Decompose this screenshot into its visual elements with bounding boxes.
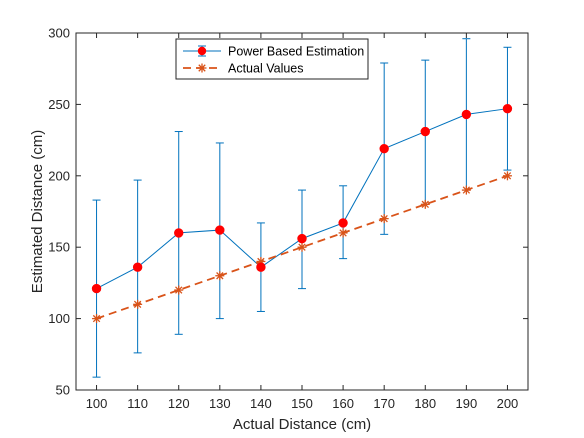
x-tick-label: 120 xyxy=(168,396,190,411)
legend-item-power-based-estimation: Power Based Estimation xyxy=(183,45,364,59)
data-point-actual-values xyxy=(379,214,389,224)
x-tick-label: 150 xyxy=(291,396,313,411)
data-point-actual-values xyxy=(338,228,348,238)
data-point-actual-values xyxy=(133,299,143,309)
data-point-actual-values xyxy=(420,199,430,209)
legend-swatch-marker xyxy=(197,46,207,56)
data-point-power-based-estimation xyxy=(132,262,143,272)
data-point-actual-values xyxy=(174,285,184,295)
y-tick-label: 50 xyxy=(56,383,70,398)
legend-swatch-marker xyxy=(197,63,207,73)
y-tick-label: 300 xyxy=(48,26,70,41)
series-layer xyxy=(91,38,513,378)
legend-box xyxy=(175,38,369,80)
data-point-actual-values xyxy=(502,171,512,181)
x-tick-label: 200 xyxy=(497,396,519,411)
y-tick-label: 150 xyxy=(48,240,70,255)
legend: Power Based Estimation Actual Values xyxy=(175,38,369,80)
data-point-actual-values xyxy=(461,185,471,195)
y-tick-label: 100 xyxy=(48,311,70,326)
data-point-power-based-estimation xyxy=(215,225,225,235)
x-tick-label: 100 xyxy=(86,396,108,411)
x-tick-label: 190 xyxy=(456,396,478,411)
data-point-power-based-estimation xyxy=(502,103,513,114)
data-point-power-based-estimation xyxy=(420,126,430,137)
y-tick-label: 200 xyxy=(48,168,70,183)
x-tick-label: 160 xyxy=(332,396,354,411)
y-axis-label: Estimated Distance (cm) xyxy=(29,130,46,293)
data-point-power-based-estimation xyxy=(297,233,307,244)
data-point-actual-values xyxy=(92,314,102,324)
legend-item-actual-values: Actual Values xyxy=(183,62,304,76)
data-point-power-based-estimation xyxy=(379,143,389,154)
data-point-power-based-estimation xyxy=(174,228,184,238)
x-tick-label: 110 xyxy=(127,396,148,411)
series-line-actual-values xyxy=(96,174,508,320)
x-tick-label: 180 xyxy=(414,396,436,411)
legend-label-actual-values: Actual Values xyxy=(228,62,304,76)
data-point-power-based-estimation xyxy=(461,109,472,120)
data-point-actual-values xyxy=(215,271,225,281)
x-axis-label: Actual Distance (cm) xyxy=(233,416,371,433)
x-tick-label: 170 xyxy=(373,396,395,411)
data-point-power-based-estimation xyxy=(256,262,266,272)
data-point-actual-values xyxy=(297,242,307,252)
y-axis: 50 100 150 200 250 300 xyxy=(48,26,528,398)
x-tick-label: 140 xyxy=(250,396,272,411)
legend-label-power-based-estimation: Power Based Estimation xyxy=(228,45,364,59)
y-tick-label: 250 xyxy=(48,97,70,112)
x-tick-label: 130 xyxy=(209,396,231,411)
data-point-power-based-estimation xyxy=(338,218,348,228)
data-point-power-based-estimation xyxy=(91,283,102,294)
x-axis: 100 110 120 130 140 150 160 170 180 190 200 xyxy=(86,33,519,411)
